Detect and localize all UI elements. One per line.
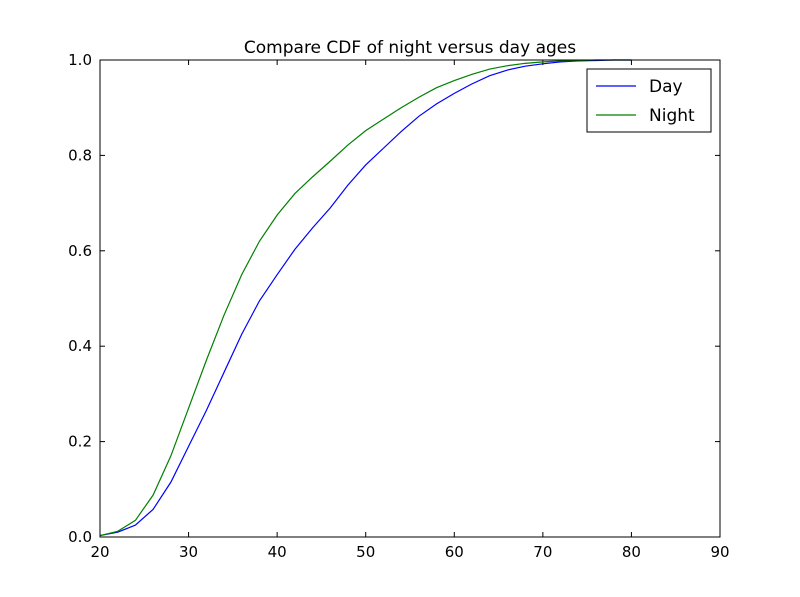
y-axis-ticks: 0.0 0.2 0.4 0.6 0.8 1.0 — [68, 51, 720, 546]
series-line-day — [99, 59, 632, 537]
y-tick-label: 0.0 — [68, 528, 92, 546]
x-tick-label: 80 — [622, 543, 641, 561]
plot-background — [100, 60, 720, 537]
x-tick-label: 90 — [710, 543, 729, 561]
y-tick-label: 0.6 — [68, 242, 92, 260]
x-axis-ticks: 20 30 40 50 60 70 80 90 — [90, 60, 730, 561]
y-tick-label: 1.0 — [68, 51, 92, 69]
series-line-night — [99, 59, 632, 537]
x-tick-label: 50 — [356, 543, 375, 561]
plot-frame — [99, 59, 721, 538]
y-tick-label: 0.2 — [68, 433, 92, 451]
x-tick-label: 20 — [90, 543, 109, 561]
x-tick-label: 70 — [533, 543, 552, 561]
y-tick-label: 0.4 — [68, 337, 92, 355]
x-tick-label: 60 — [445, 543, 464, 561]
legend-label-day: Day — [649, 77, 683, 97]
legend-box — [586, 68, 712, 133]
x-tick-label: 40 — [268, 543, 287, 561]
y-tick-label: 0.8 — [68, 146, 92, 164]
series-lines — [99, 59, 632, 537]
plot-area: 20 30 40 50 60 70 80 90 0.0 0.2 0.4 0.6 0.8 1.0 — [68, 51, 729, 561]
chart-title: Compare CDF of night versus day ages — [244, 38, 576, 58]
legend-label-night: Night — [649, 106, 695, 126]
x-tick-label: 30 — [179, 543, 198, 561]
legend: Day Night — [586, 68, 712, 133]
